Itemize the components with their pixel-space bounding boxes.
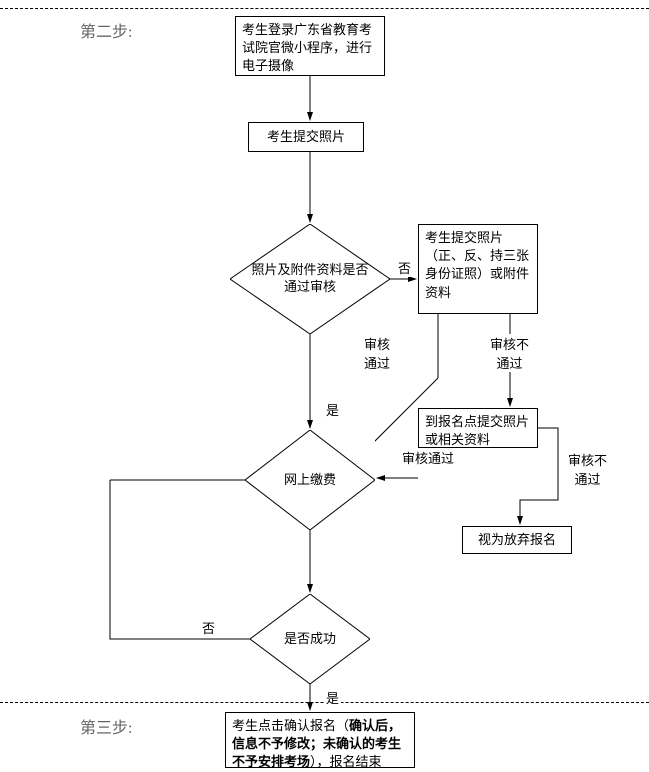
- decision-online-payment-label: 网上缴费: [245, 430, 375, 530]
- decision-photo-approved: 照片及附件资料是否通过审核: [230, 224, 390, 334]
- edge-label-d3-yes: 是: [324, 688, 341, 707]
- edge-label-n4-fail: 审核不通过: [566, 450, 609, 488]
- edge-label-d1-yes: 是: [324, 400, 341, 419]
- node-submit-photo: 考生提交照片: [248, 122, 364, 152]
- node-forfeit: 视为放弃报名: [462, 526, 572, 554]
- node-confirm-registration: 考生点击确认报名（确认后，信息不予修改；未确认的考生不予安排考场），报名结束: [225, 712, 415, 768]
- edge-label-n3-pass: 审核通过: [362, 334, 392, 372]
- node-submit-id-photos: 考生提交照片（正、反、持三张身份证照）或附件资料: [418, 224, 538, 314]
- decision-online-payment: 网上缴费: [245, 430, 375, 530]
- step-2-label: 第二步:: [80, 18, 132, 42]
- edge-label-n4-pass: 审核通过: [400, 448, 456, 467]
- node-login-wechat: 考生登录广东省教育考试院官微小程序，进行电子摄像: [235, 16, 385, 76]
- decision-photo-approved-label: 照片及附件资料是否通过审核: [230, 224, 390, 334]
- edge-label-d1-no: 否: [396, 258, 413, 277]
- node-confirm-text: 考生点击确认报名（确认后，信息不予修改；未确认的考生不予安排考场），报名结束: [232, 718, 401, 769]
- edge-label-n3-fail: 审核不通过: [488, 334, 531, 372]
- edge-label-d3-no: 否: [200, 618, 217, 637]
- node-submit-at-site: 到报名点提交照片或相关资料: [418, 408, 538, 448]
- decision-success: 是否成功: [250, 594, 370, 684]
- dashed-divider-top: [0, 8, 649, 9]
- decision-success-label: 是否成功: [250, 594, 370, 684]
- step-3-label: 第三步:: [80, 714, 132, 738]
